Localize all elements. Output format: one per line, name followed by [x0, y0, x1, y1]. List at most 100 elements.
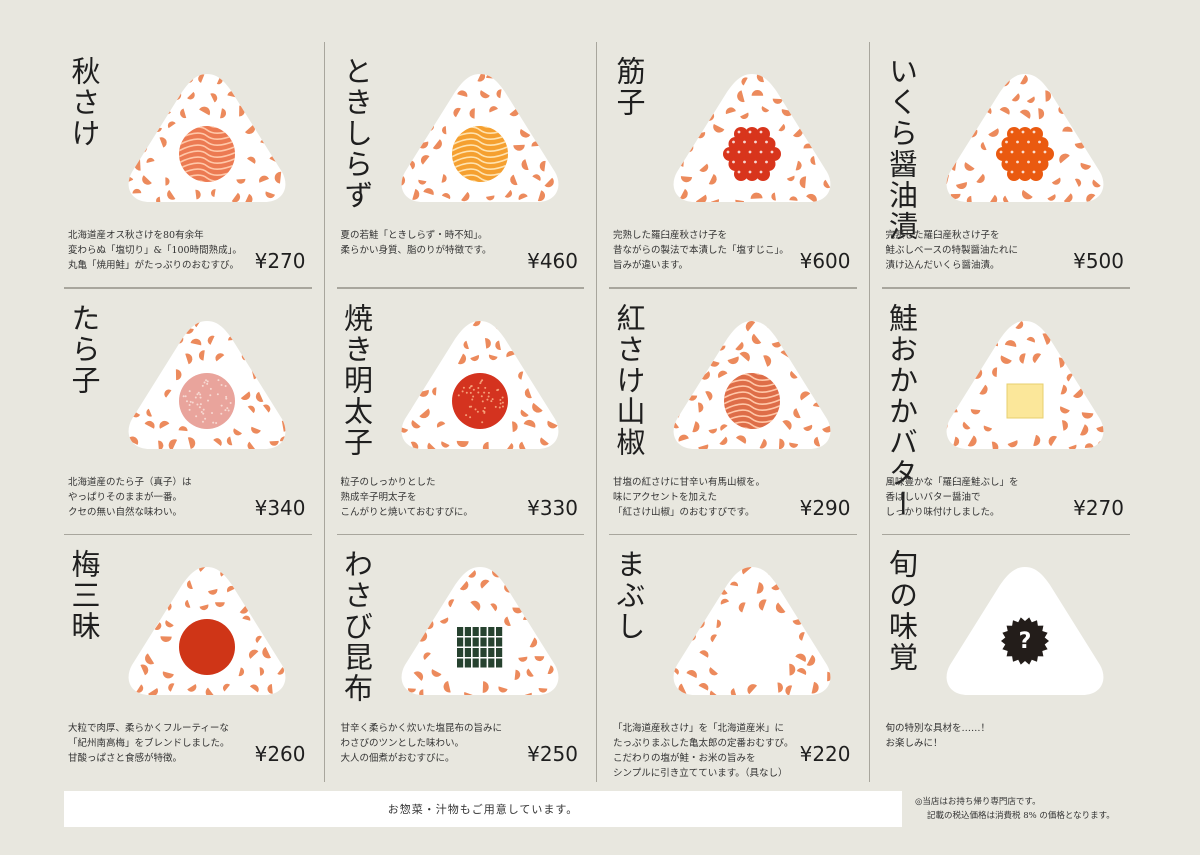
rice-flake	[411, 188, 419, 200]
rice-flake	[818, 632, 828, 641]
rice-flake	[1079, 105, 1087, 116]
rice-flake	[1014, 320, 1023, 329]
rice-flake	[247, 156, 256, 164]
rice-flake	[447, 567, 456, 574]
rice-flake	[1050, 77, 1060, 84]
rice-flake	[439, 585, 448, 593]
rice-flake	[699, 341, 709, 347]
rice-flake	[983, 425, 992, 432]
rice-flake	[955, 354, 964, 361]
rice-flake	[161, 567, 171, 573]
rice-flake	[735, 199, 745, 202]
rice-flake	[162, 320, 174, 331]
rice-flake	[553, 371, 558, 377]
rice-flake	[270, 320, 279, 326]
rice-flake	[810, 370, 818, 380]
rice-flake	[426, 442, 437, 449]
rice-flake	[560, 92, 565, 99]
rice-flake	[723, 567, 732, 575]
rice-flake	[1093, 144, 1103, 154]
rice-flake	[146, 157, 155, 164]
rice-flake	[980, 320, 990, 331]
rice-flake	[739, 351, 750, 362]
rice-flake	[673, 649, 680, 658]
rice-flake	[678, 434, 689, 442]
rice-flake	[144, 350, 153, 356]
rice-flake	[686, 355, 697, 365]
rice-flake	[693, 584, 703, 590]
rice-flake	[1007, 439, 1018, 447]
footer-note-line2: 記載の税込価格は消費税 8% の価格となります。	[927, 811, 1115, 821]
rice-flake	[136, 383, 148, 393]
rice-flake	[1101, 91, 1103, 103]
rice-flake	[758, 599, 767, 611]
rice-flake	[518, 193, 528, 201]
rice-flake	[505, 442, 513, 449]
rice-flake	[1084, 442, 1094, 448]
rice-flake	[946, 352, 954, 363]
rice-flake	[810, 156, 816, 165]
rice-flake	[210, 93, 218, 103]
rice-flake	[722, 320, 734, 324]
rice-flake	[809, 127, 820, 136]
item-name: まぶし	[612, 549, 646, 643]
rice-flake	[539, 437, 549, 446]
rice-flake	[529, 602, 534, 612]
rice-flake	[820, 74, 828, 80]
item-price: ¥270	[1073, 495, 1124, 520]
rice-flake	[1058, 153, 1070, 164]
item-price: ¥270	[254, 249, 306, 273]
rice-flake	[247, 441, 256, 449]
filling-roe	[723, 127, 781, 181]
item-price: ¥500	[1073, 249, 1124, 273]
rice-flake	[251, 426, 261, 434]
rice-flake	[1059, 405, 1070, 414]
rice-flake	[1004, 339, 1016, 347]
rice-flake	[999, 106, 1010, 115]
rice-flake	[801, 567, 810, 572]
rice-flake	[422, 652, 431, 661]
rice-flake	[1106, 341, 1110, 351]
rice-flake	[802, 113, 811, 120]
rice-flake	[282, 589, 286, 597]
rice-flake	[263, 404, 271, 413]
rice-flake	[673, 567, 675, 575]
rice-flake	[806, 655, 816, 667]
rice-flake	[793, 407, 801, 418]
rice-flake	[1061, 126, 1073, 132]
menu-item: いくら醤油漬 完熟した羅臼産秋さけ子を 鮭ぶしベースの特製醤油たれに 漬け込んだい…	[870, 42, 1143, 289]
rice-flake	[283, 121, 286, 130]
filling-butter	[1006, 383, 1043, 419]
rice-flake	[139, 320, 149, 324]
rice-flake	[433, 352, 439, 363]
rice-flake	[1072, 320, 1083, 328]
rice-flake	[695, 89, 705, 96]
rice-flake	[285, 684, 292, 695]
rice-flake	[154, 622, 162, 631]
rice-flake	[521, 159, 529, 170]
onigiri-illustration	[673, 320, 831, 449]
rice-flake	[538, 688, 547, 693]
rice-flake	[761, 106, 770, 113]
rice-flake	[730, 581, 739, 587]
item-name: 筋子	[612, 56, 646, 118]
rice-flake	[259, 175, 270, 183]
rice-flake	[128, 321, 132, 328]
rice-flake	[460, 191, 469, 202]
rice-flake	[431, 387, 436, 396]
rice-flake	[144, 596, 151, 607]
rice-flake	[509, 320, 516, 327]
rice-flake	[813, 620, 822, 628]
rice-flake	[226, 436, 233, 445]
onigiri-illustration: ?	[946, 567, 1103, 696]
rice-flake	[795, 653, 806, 663]
rice-flake	[834, 125, 837, 133]
rice-flake	[186, 580, 193, 590]
rice-flake	[255, 391, 264, 402]
rice-flake	[552, 124, 558, 132]
rice-flake	[737, 90, 745, 103]
rice-flake	[823, 179, 831, 189]
rice-flake	[946, 320, 951, 329]
rice-flake	[147, 92, 156, 104]
rice-flake	[509, 174, 518, 186]
